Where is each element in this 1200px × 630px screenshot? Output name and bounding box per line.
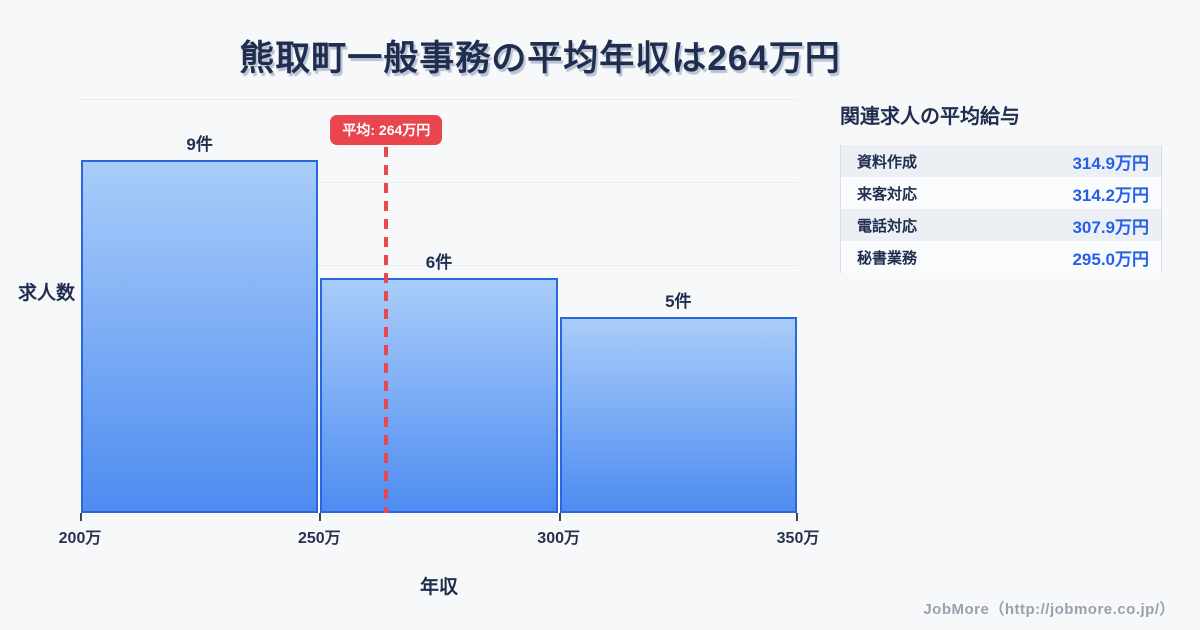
x-axis-tick	[80, 513, 82, 521]
gridline	[80, 181, 798, 183]
job-type-label: 来客対応	[857, 185, 918, 203]
x-tick-label: 300万	[537, 530, 581, 547]
job-type-label: 電話対応	[857, 217, 918, 235]
related-jobs-heading: 関連求人の平均給与	[840, 106, 1020, 128]
x-tick-label: 200万	[58, 530, 102, 547]
histogram-bar	[320, 277, 558, 513]
gridline	[80, 264, 798, 266]
gridline	[80, 99, 798, 100]
job-type-label: 資料作成	[857, 153, 918, 171]
table-row: 電話対応 307.9万円	[841, 209, 1161, 241]
x-tick-label: 250万	[297, 530, 341, 547]
salary-value: 314.2万円	[1072, 185, 1149, 205]
histogram-plot-area: 9件 6件 5件	[80, 99, 798, 513]
table-row: 秘書業務 295.0万円	[841, 241, 1161, 273]
mean-value-badge: 平均: 264万円	[330, 115, 443, 145]
bar-count-label: 9件	[186, 135, 213, 155]
table-row: 来客対応 314.2万円	[841, 177, 1161, 209]
related-jobs-table: 資料作成 314.9万円来客対応 314.2万円電話対応 307.9万円秘書業務 295…	[840, 145, 1162, 273]
salary-value: 314.9万円	[1072, 153, 1149, 173]
bar-count-label: 5件	[665, 291, 692, 311]
bar-count-label: 6件	[425, 252, 453, 272]
x-tick-label: 350万	[776, 530, 820, 547]
x-axis-tick	[796, 513, 798, 521]
table-row: 資料作成 314.9万円	[841, 145, 1161, 177]
x-axis-tick	[319, 513, 322, 521]
salary-value: 307.9万円	[1072, 217, 1149, 237]
histogram-bar	[81, 160, 319, 513]
salary-value: 295.0万円	[1072, 249, 1149, 269]
mean-dashed-line	[384, 147, 389, 513]
y-axis-label: 求人数	[18, 283, 76, 304]
attribution-watermark: JobMore（http://jobmore.co.jp/）	[923, 601, 1175, 618]
histogram-bar	[559, 316, 797, 513]
x-axis-label: 年収	[419, 577, 458, 598]
job-type-label: 秘書業務	[857, 249, 918, 267]
page-title: 熊取町一般事務の平均年収は264万円	[239, 39, 841, 78]
x-axis-tick	[558, 513, 561, 521]
